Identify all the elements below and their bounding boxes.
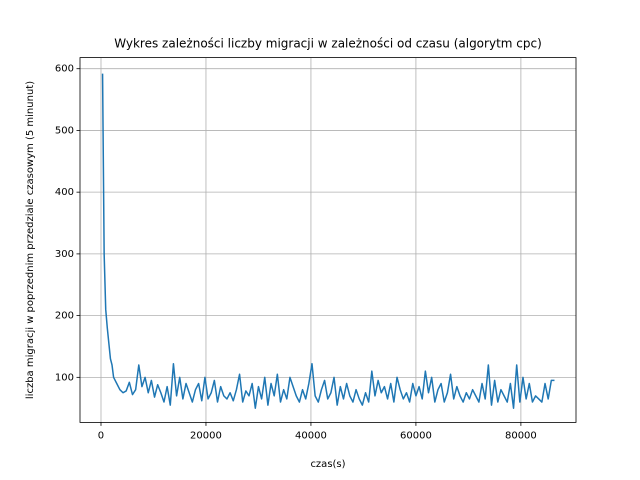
y-axis-label: liczba migracji w poprzednim przedziale … <box>25 81 36 399</box>
y-tick-label: 500 <box>55 125 74 136</box>
y-tick-label: 400 <box>55 187 74 198</box>
x-tick-label: 80000 <box>505 430 537 441</box>
x-tick-label: 20000 <box>190 430 222 441</box>
chart-title: Wykres zależności liczby migracji w zale… <box>114 37 542 51</box>
x-tick-label: 60000 <box>400 430 432 441</box>
y-tick-label: 300 <box>55 249 74 260</box>
x-axis-label: czas(s) <box>310 459 345 470</box>
data-line <box>101 73 555 409</box>
y-tick-label: 600 <box>55 64 74 75</box>
plot-frame <box>79 57 577 423</box>
x-tick-label: 40000 <box>295 430 327 441</box>
y-tick-label: 200 <box>55 311 74 322</box>
x-tick-label: 0 <box>98 430 104 441</box>
y-tick-label: 100 <box>55 372 74 383</box>
